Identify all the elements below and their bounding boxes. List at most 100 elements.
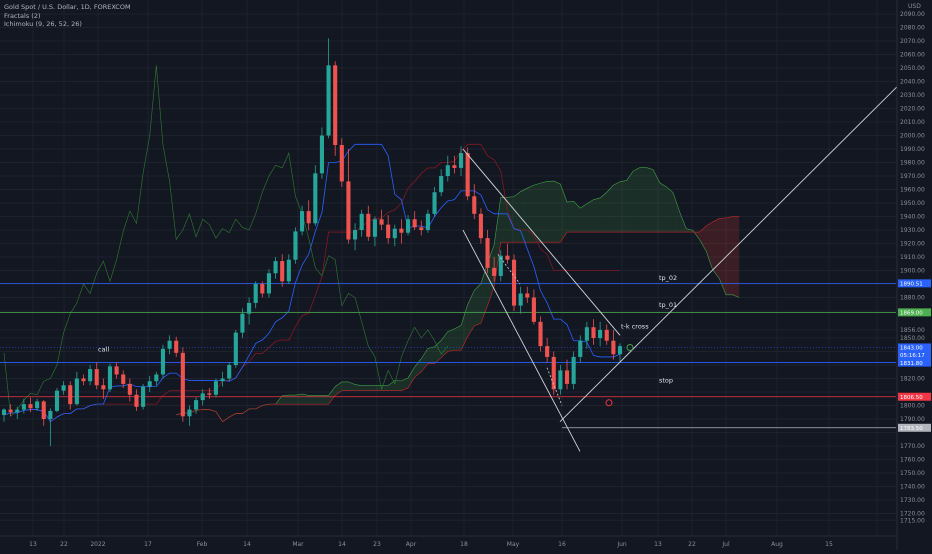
candle <box>160 344 166 379</box>
candle-body <box>101 385 106 390</box>
cloud-segment <box>520 188 528 243</box>
candle-body <box>194 400 199 410</box>
cloud-segment <box>480 263 488 324</box>
candle <box>28 397 33 413</box>
candle-body <box>445 165 450 177</box>
x-tick-label: Apr <box>406 541 417 548</box>
candle <box>21 398 26 414</box>
y-tick-label: 1980.00 <box>900 160 925 167</box>
candle <box>531 289 536 325</box>
candle <box>240 308 245 339</box>
y-tick-label: 1900.00 <box>900 268 925 275</box>
cloud-segment <box>341 381 349 391</box>
candle <box>8 404 13 417</box>
candle-body <box>247 302 252 314</box>
cloud-segment <box>672 192 680 233</box>
candle-body <box>48 410 53 420</box>
candle <box>485 230 490 274</box>
ichimoku-indicator-label[interactable]: Ichimoku (9, 26, 52, 26) <box>4 20 82 28</box>
candle <box>300 205 305 236</box>
cloud-segment <box>295 394 303 405</box>
candle-body <box>432 192 437 214</box>
candle-body <box>207 393 212 395</box>
candle-body <box>399 228 404 233</box>
y-tick-label: 1820.00 <box>900 376 925 383</box>
x-tick-label: Jul <box>721 541 730 548</box>
candle <box>353 223 358 251</box>
candle-body <box>21 404 26 410</box>
candle <box>419 220 424 236</box>
candle <box>518 286 523 314</box>
candle <box>313 165 318 226</box>
y-tick-label: 1990.00 <box>900 146 925 153</box>
y-tick-label: 1856.00 <box>900 327 925 334</box>
cloud-segment <box>500 197 508 243</box>
cloud-segment <box>567 201 574 233</box>
candle <box>405 215 411 236</box>
dashed-projection <box>546 367 563 406</box>
y-tick-label: 1730.00 <box>900 497 925 504</box>
candle-body <box>28 404 33 409</box>
x-tick-label: 14 <box>338 541 346 548</box>
cloud-segment <box>586 199 594 233</box>
candle-body <box>591 327 596 339</box>
candle <box>194 397 199 414</box>
cloud-segment <box>454 325 462 351</box>
cloud-segment <box>646 167 654 233</box>
y-tick-label: 1715.00 <box>900 517 925 524</box>
cloud-segment <box>533 183 541 243</box>
chikou-line <box>3 65 449 417</box>
candle-body <box>300 211 305 232</box>
axis-price-badge <box>898 279 931 288</box>
y-tick-label: 2090.00 <box>900 11 925 18</box>
y-tick-label: 1720.00 <box>900 511 925 518</box>
candle <box>68 381 73 410</box>
cloud-segment <box>653 169 660 233</box>
candle <box>511 254 517 312</box>
candle <box>452 155 457 174</box>
candle <box>425 209 430 233</box>
candle <box>538 316 543 352</box>
cloud-segment <box>600 192 607 233</box>
candle-body <box>81 378 86 382</box>
candle-body <box>478 213 483 239</box>
candle-body <box>107 366 113 390</box>
axis-price-badge-label: 1869.00 <box>900 311 923 317</box>
candle-body <box>286 259 291 282</box>
axis-price-badge-label: 05:16:17 <box>900 353 925 359</box>
candle <box>1 408 7 422</box>
candle <box>121 370 126 388</box>
candle-body <box>584 327 589 341</box>
candle <box>498 250 503 282</box>
candle-body <box>280 261 285 282</box>
candle <box>571 351 576 390</box>
cloud-segment <box>474 283 481 326</box>
candle-body <box>88 369 93 382</box>
candle-body <box>306 211 311 224</box>
currency-label: USD <box>908 3 921 10</box>
cloud-segment <box>593 197 601 233</box>
axis-price-badge-label: 1783.50 <box>900 426 923 432</box>
cloud-segment <box>540 181 548 243</box>
cloud-segment <box>401 377 409 391</box>
symbol-title[interactable]: Gold Spot / U.S. Dollar, 1D, FOREXCOM <box>4 3 131 11</box>
candle <box>505 243 510 264</box>
y-tick-label: 1960.00 <box>900 187 925 194</box>
candle <box>35 398 40 411</box>
candle-body <box>147 381 152 387</box>
axis-price-badge-label: 1843.00 <box>900 346 923 352</box>
fractals-indicator-label[interactable]: Fractals (2) <box>4 11 41 20</box>
y-tick-label: 1920.00 <box>900 241 925 248</box>
candle-body <box>61 385 66 391</box>
tenkan-line <box>3 143 621 423</box>
candle <box>266 269 271 298</box>
candle <box>617 343 623 363</box>
candle <box>379 209 384 231</box>
candle-body <box>141 386 146 407</box>
senkou-span-b-line <box>176 216 740 423</box>
y-tick-label: 1750.00 <box>900 470 925 477</box>
candle-body <box>472 196 477 214</box>
y-tick-label: 2080.00 <box>900 25 925 32</box>
